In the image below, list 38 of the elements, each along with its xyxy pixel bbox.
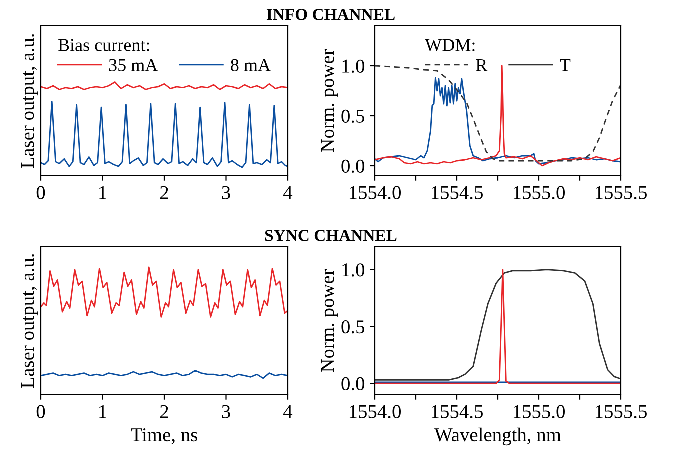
x-tick-label: 1555.5 <box>596 405 647 418</box>
x-tick-label: 1554.5 <box>432 186 483 200</box>
x-tick-label: 1554.5 <box>432 405 483 418</box>
y-axis-title: Norm. power <box>321 269 338 372</box>
x-axis-title: Wavelength, nm <box>434 428 562 446</box>
x-tick-label: 2 <box>160 186 168 200</box>
y-axis-title: Norm. power <box>321 49 338 152</box>
x-tick-label: 0 <box>36 186 46 200</box>
y-tick-label: 1.0 <box>342 60 365 74</box>
x-tick-label: 1554.0 <box>350 405 401 418</box>
x-tick-label: 1 <box>100 405 106 418</box>
text: T <box>560 59 571 72</box>
legend-label: R <box>476 59 488 72</box>
y-tick-label: 0.0 <box>342 160 365 174</box>
x-tick-label: 1555.0 <box>514 186 565 200</box>
x-tick-label: 0 <box>36 405 46 418</box>
y-axis-title: Laser output, a.u. <box>21 254 38 388</box>
y-axis-title: Laser output, a.u. <box>21 34 38 168</box>
text: SYNC CHANNEL <box>265 230 397 242</box>
y-tick-label: 1.0 <box>342 264 365 277</box>
text: INFO CHANNEL <box>266 9 395 20</box>
y-tick-label: 0.5 <box>342 320 365 334</box>
legend-title: WDM: <box>425 39 475 52</box>
x-tick-label: 1555.5 <box>596 186 647 200</box>
x-tick-label: 1555.0 <box>514 405 565 418</box>
legend-title: Bias current: <box>58 39 150 52</box>
x-tick-label: 3 <box>222 405 230 418</box>
legend-label: 8 mA <box>231 59 271 72</box>
x-tick-label: 1554.0 <box>350 186 401 200</box>
x-tick-label: 3 <box>222 186 230 200</box>
legend-label: 35 mA <box>109 59 158 72</box>
y-tick-label: 0.0 <box>342 377 365 391</box>
x-tick-label: 4 <box>284 405 293 418</box>
x-tick-label: 4 <box>284 186 293 200</box>
x-tick-label: 2 <box>160 405 168 418</box>
x-tick-label: 1 <box>100 186 106 200</box>
y-tick-label: 0.5 <box>342 110 365 124</box>
x-axis-title: Time, ns <box>131 428 198 444</box>
